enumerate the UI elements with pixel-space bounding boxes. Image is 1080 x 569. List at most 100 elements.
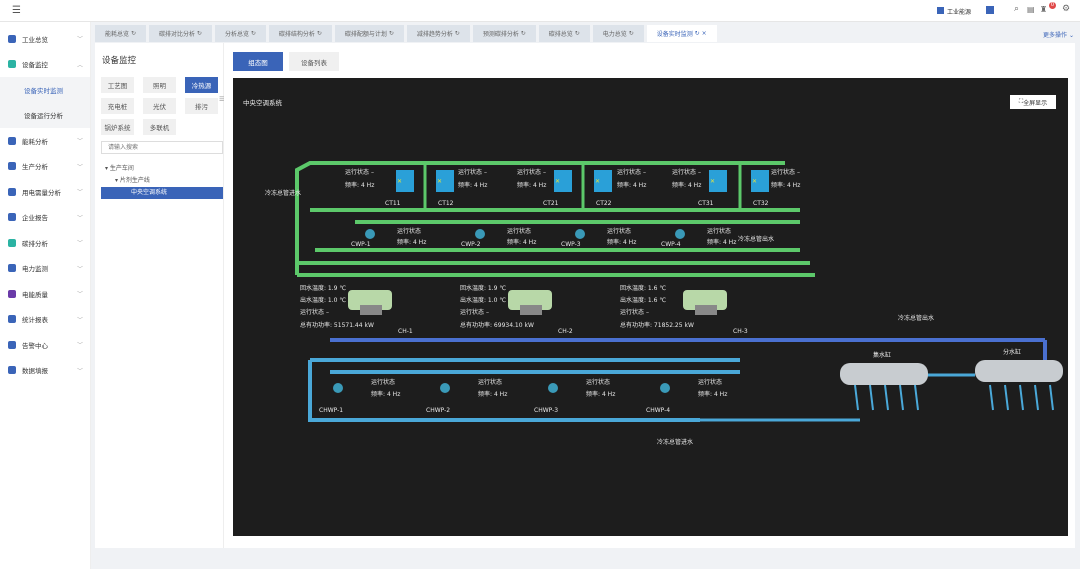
tab[interactable]: 设备实时监测 ↻ ×	[646, 25, 717, 42]
svg-text:运行状态 –: 运行状态 –	[300, 308, 329, 316]
refresh-icon[interactable]: ↻	[574, 30, 580, 37]
menu-icon	[8, 238, 16, 247]
hvac-diagram: ✕ CT11 ✕ CT12 ✕ CT21 ✕ CT22 ✕ CT31 ✕ CT32 运行状态 – 频率: …	[233, 78, 1068, 536]
refresh-icon[interactable]: ↻	[454, 30, 460, 37]
category-button[interactable]: 照明	[143, 77, 176, 93]
sidebar-subitem[interactable]: 设备运行分析	[0, 102, 90, 128]
sidebar-item[interactable]: 用电需量分析 ﹀	[0, 179, 90, 205]
refresh-icon[interactable]: ↻	[520, 30, 526, 37]
tower-label: CT11	[385, 200, 401, 207]
close-icon[interactable]: ×	[701, 30, 707, 37]
pump-icon[interactable]	[333, 383, 343, 393]
more-actions-label: 更多操作	[1043, 32, 1068, 39]
refresh-icon[interactable]: ↻	[388, 30, 394, 37]
sidebar-item[interactable]: 工业总览 ﹀	[0, 26, 90, 52]
tab[interactable]: 碳排对比分析 ↻	[148, 25, 212, 42]
sidebar-item[interactable]: 能耗分析 ﹀	[0, 128, 90, 154]
pump-icon[interactable]	[675, 229, 685, 239]
pump-icon[interactable]	[660, 383, 670, 393]
supply-temp: 出水温度: 1.0 ℃	[300, 296, 346, 304]
category-button[interactable]: 多联机	[143, 119, 176, 135]
category-button[interactable]: 光伏	[143, 98, 176, 114]
cooling-tower[interactable]	[396, 170, 414, 192]
refresh-icon[interactable]: ↻	[316, 30, 322, 37]
menu-toggle-icon[interactable]: ☰	[12, 5, 21, 16]
sidebar-subitem[interactable]: 设备实时监测	[0, 77, 90, 103]
power-readout: 总有功功率: 69934.10 kW	[460, 321, 534, 329]
distributor-tank[interactable]	[975, 360, 1063, 382]
sidebar-item[interactable]: 企业报告 ﹀	[0, 205, 90, 231]
tab[interactable]: 碳排配额与计划 ↻	[334, 25, 404, 42]
more-actions[interactable]: 更多操作 ⌄	[1043, 32, 1074, 39]
tab[interactable]: 电力总览 ↻	[592, 25, 644, 42]
menu-icon	[8, 340, 16, 349]
cooling-tower[interactable]	[751, 170, 769, 192]
pump-icon[interactable]	[365, 229, 375, 239]
category-button[interactable]: 充电桩	[101, 98, 134, 114]
pump-icon[interactable]	[475, 229, 485, 239]
pump-icon[interactable]	[575, 229, 585, 239]
sidebar-item[interactable]: 统计报表 ﹀	[0, 307, 90, 333]
settings-icon[interactable]: ⚙	[1062, 4, 1071, 14]
refresh-icon[interactable]: ↻	[196, 30, 202, 37]
sidebar-item[interactable]: 设备监控 ︿	[0, 52, 90, 78]
notification-icon[interactable]: ♜	[1040, 5, 1048, 14]
apps-icon[interactable]	[986, 6, 994, 14]
chw-in-label: 冷冻总管进水	[657, 438, 693, 446]
tab[interactable]: 碳排结构分析 ↻	[268, 25, 332, 42]
status-text: 运行状态 –	[617, 168, 646, 176]
category-button[interactable]: 排污	[185, 98, 218, 114]
refresh-icon[interactable]: ↻	[694, 30, 700, 37]
sidebar-item[interactable]: 电能质量 ﹀	[0, 281, 90, 307]
sidebar-item-label: 设备监控	[22, 61, 48, 70]
svg-text:频率: 4 Hz: 频率: 4 Hz	[698, 390, 727, 398]
svg-text:运行状态: 运行状态	[607, 227, 631, 235]
tab[interactable]: 分析总览 ↻	[214, 25, 266, 42]
chart-icon[interactable]: ▤	[1027, 5, 1035, 14]
category-button[interactable]: 冷热源	[185, 77, 218, 93]
refresh-icon[interactable]: ↻	[250, 30, 256, 37]
tree-node[interactable]: ▾ 生产车间	[105, 165, 134, 172]
return-temp: 回水温度: 1.6 ℃	[620, 284, 666, 292]
cooling-tower[interactable]	[594, 170, 612, 192]
topology-view-button[interactable]: 组态图	[233, 52, 283, 71]
sidebar-item[interactable]: 电力监测 ﹀	[0, 256, 90, 282]
category-button[interactable]: 锅炉系统	[101, 119, 134, 135]
tree-node[interactable]: ▾ 片剂生产线	[115, 177, 150, 184]
sidebar-item[interactable]: 数据填报 ﹀	[0, 358, 90, 384]
pipe	[899, 384, 904, 411]
cooling-tower[interactable]	[436, 170, 454, 192]
sidebar-item[interactable]: 碳排分析 ﹀	[0, 230, 90, 256]
tab[interactable]: 能耗总览 ↻	[95, 25, 146, 42]
pump-icon[interactable]	[440, 383, 450, 393]
search-icon[interactable]: ⌕	[1014, 4, 1020, 14]
tree-node-selected[interactable]: 中央空调系统	[101, 187, 223, 199]
search-input[interactable]	[101, 141, 223, 154]
category-button[interactable]: 工艺图	[101, 77, 134, 93]
fullscreen-button[interactable]: ⛶ 全屏显示	[1010, 95, 1056, 109]
menu-icon	[8, 187, 16, 196]
refresh-icon[interactable]: ↻	[628, 30, 634, 37]
sidebar-item[interactable]: 告警中心 ﹀	[0, 332, 90, 358]
svg-text:✕: ✕	[595, 178, 600, 185]
collapse-icon[interactable]: ☰	[219, 96, 225, 103]
svg-text:✕: ✕	[752, 178, 757, 185]
tab[interactable]: 减排趋势分析 ↻	[406, 25, 470, 42]
svg-text:频率: 4 Hz: 频率: 4 Hz	[607, 238, 636, 246]
sidebar-item-label: 统计报表	[22, 316, 48, 325]
pump-label: CWP-2	[461, 241, 481, 248]
pump-icon[interactable]	[548, 383, 558, 393]
pump-label: CHWP-1	[319, 407, 343, 414]
svg-text:运行状态: 运行状态	[371, 378, 395, 386]
cooling-tower[interactable]	[709, 170, 727, 192]
refresh-icon[interactable]: ↻	[130, 30, 136, 37]
device-list-button[interactable]: 设备列表	[289, 52, 339, 71]
status-text: 运行状态 –	[517, 168, 546, 176]
brand-label[interactable]: 工业能源	[947, 9, 972, 16]
tab[interactable]: 碳排总览 ↻	[538, 25, 590, 42]
cooling-tower[interactable]	[554, 170, 572, 192]
collector-tank[interactable]	[840, 363, 928, 385]
tab[interactable]: 预测碳排分析 ↻	[472, 25, 536, 42]
sidebar-item[interactable]: 生产分析 ﹀	[0, 154, 90, 180]
svg-text:✕: ✕	[397, 178, 402, 185]
